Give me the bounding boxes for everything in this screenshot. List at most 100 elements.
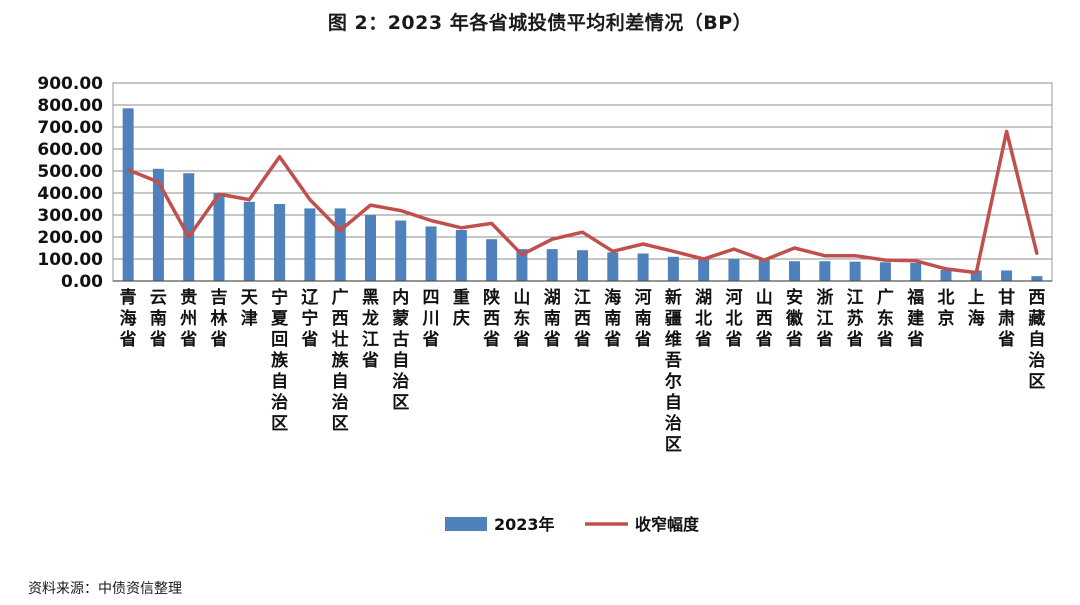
bar (819, 261, 831, 281)
x-tick-label: 内蒙古自治区 (392, 287, 409, 413)
x-tick-label: 上海 (968, 288, 985, 329)
y-tick-label: 900.00 (37, 74, 103, 94)
bar (970, 270, 982, 281)
bar (425, 226, 437, 281)
x-tick-label: 广东省 (876, 287, 894, 350)
line-point (1035, 252, 1039, 255)
bar (183, 173, 195, 281)
bar (152, 168, 164, 281)
chart-canvas: 900.00800.00700.00600.00500.00400.00300.… (37, 74, 1053, 534)
x-tick-label: 云南省 (149, 288, 167, 350)
bar (667, 256, 679, 281)
x-tick-label: 陕西省 (482, 287, 500, 350)
y-tick-label: 100.00 (37, 250, 103, 270)
x-tick-label: 重庆 (453, 287, 470, 329)
line-point (1005, 129, 1009, 133)
line-point (974, 271, 978, 275)
line-point (611, 249, 615, 253)
line-point (732, 247, 736, 251)
x-tick-label: 宁夏回族自治区 (271, 287, 289, 434)
x-tick-label: 吉林省 (210, 288, 228, 350)
line-point (399, 209, 403, 213)
line-point (217, 192, 221, 196)
line-point (671, 249, 675, 253)
bar (516, 249, 528, 281)
x-tick-label: 湖南省 (543, 288, 561, 350)
bar (304, 208, 316, 281)
bar (728, 259, 740, 281)
y-tick-label: 200.00 (37, 228, 103, 248)
bar (1031, 276, 1043, 281)
bar (607, 252, 619, 281)
bar (122, 108, 134, 281)
bar (879, 262, 891, 281)
y-tick-label: 0.00 (61, 272, 103, 292)
x-tick-label: 青海省 (119, 287, 137, 350)
bar (910, 262, 922, 281)
line-point (429, 219, 433, 222)
x-tick-label: 西藏自治区 (1028, 288, 1045, 392)
bar (940, 270, 952, 281)
x-tick-label: 海南省 (603, 287, 621, 350)
x-tick-label: 河北省 (724, 288, 742, 350)
line-point (853, 254, 857, 258)
bar (274, 204, 286, 281)
x-tick-label: 江西省 (573, 288, 591, 350)
bar (213, 193, 225, 281)
x-tick-label: 浙江省 (815, 287, 833, 350)
x-tick-label: 四川省 (422, 288, 440, 350)
x-tick-label: 北京 (937, 288, 954, 329)
bar (364, 215, 376, 281)
line-point (459, 226, 463, 230)
x-tick-label: 黑龙江省 (361, 288, 379, 371)
bar (546, 249, 558, 281)
bar (789, 261, 801, 281)
x-tick-label: 河南省 (634, 288, 652, 350)
line-point (126, 168, 130, 172)
y-tick-label: 500.00 (37, 162, 103, 182)
line-point (156, 180, 160, 184)
line-point (550, 237, 554, 241)
bar (637, 253, 649, 281)
x-tick-label: 甘肃省 (997, 287, 1015, 350)
line-point (338, 228, 342, 232)
bar (1001, 270, 1013, 281)
bar (395, 220, 407, 281)
bar (849, 261, 861, 281)
y-tick-label: 800.00 (37, 96, 103, 116)
y-tick-label: 400.00 (37, 184, 103, 204)
line-point (944, 267, 948, 271)
line-point (278, 155, 282, 159)
legend-swatch-bar (445, 517, 487, 531)
x-tick-label: 湖北省 (694, 288, 712, 350)
line-point (187, 235, 191, 239)
line-point (641, 242, 645, 246)
x-tick-label: 江苏省 (846, 288, 864, 350)
y-tick-label: 600.00 (37, 140, 103, 160)
line-point (247, 198, 251, 202)
line-point (762, 258, 766, 262)
line-point (823, 254, 827, 258)
line-point (520, 253, 524, 257)
bar (243, 201, 255, 281)
x-tick-label: 新疆维吾尔自治区 (665, 287, 682, 455)
x-tick-label: 山东省 (512, 288, 530, 350)
bar (334, 208, 346, 281)
line-point (793, 246, 797, 250)
line-point (308, 198, 312, 202)
line-point (702, 257, 706, 261)
legend-label-bar: 2023年 (494, 515, 555, 534)
line-point (914, 259, 918, 263)
legend-label-line: 收窄幅度 (635, 515, 700, 534)
y-tick-label: 300.00 (37, 206, 103, 226)
x-tick-label: 山西省 (755, 288, 773, 350)
x-tick-label: 辽宁省 (300, 288, 319, 350)
line-point (883, 258, 887, 262)
bar (455, 229, 467, 281)
x-tick-label: 广西壮族自治区 (332, 287, 350, 434)
chart-title: 图 2：2023 年各省城投债平均利差情况（BP） (327, 12, 753, 34)
x-tick-label: 安徽省 (785, 287, 804, 350)
bar (758, 260, 770, 281)
x-tick-label: 天津 (241, 288, 259, 329)
bar (577, 250, 588, 281)
